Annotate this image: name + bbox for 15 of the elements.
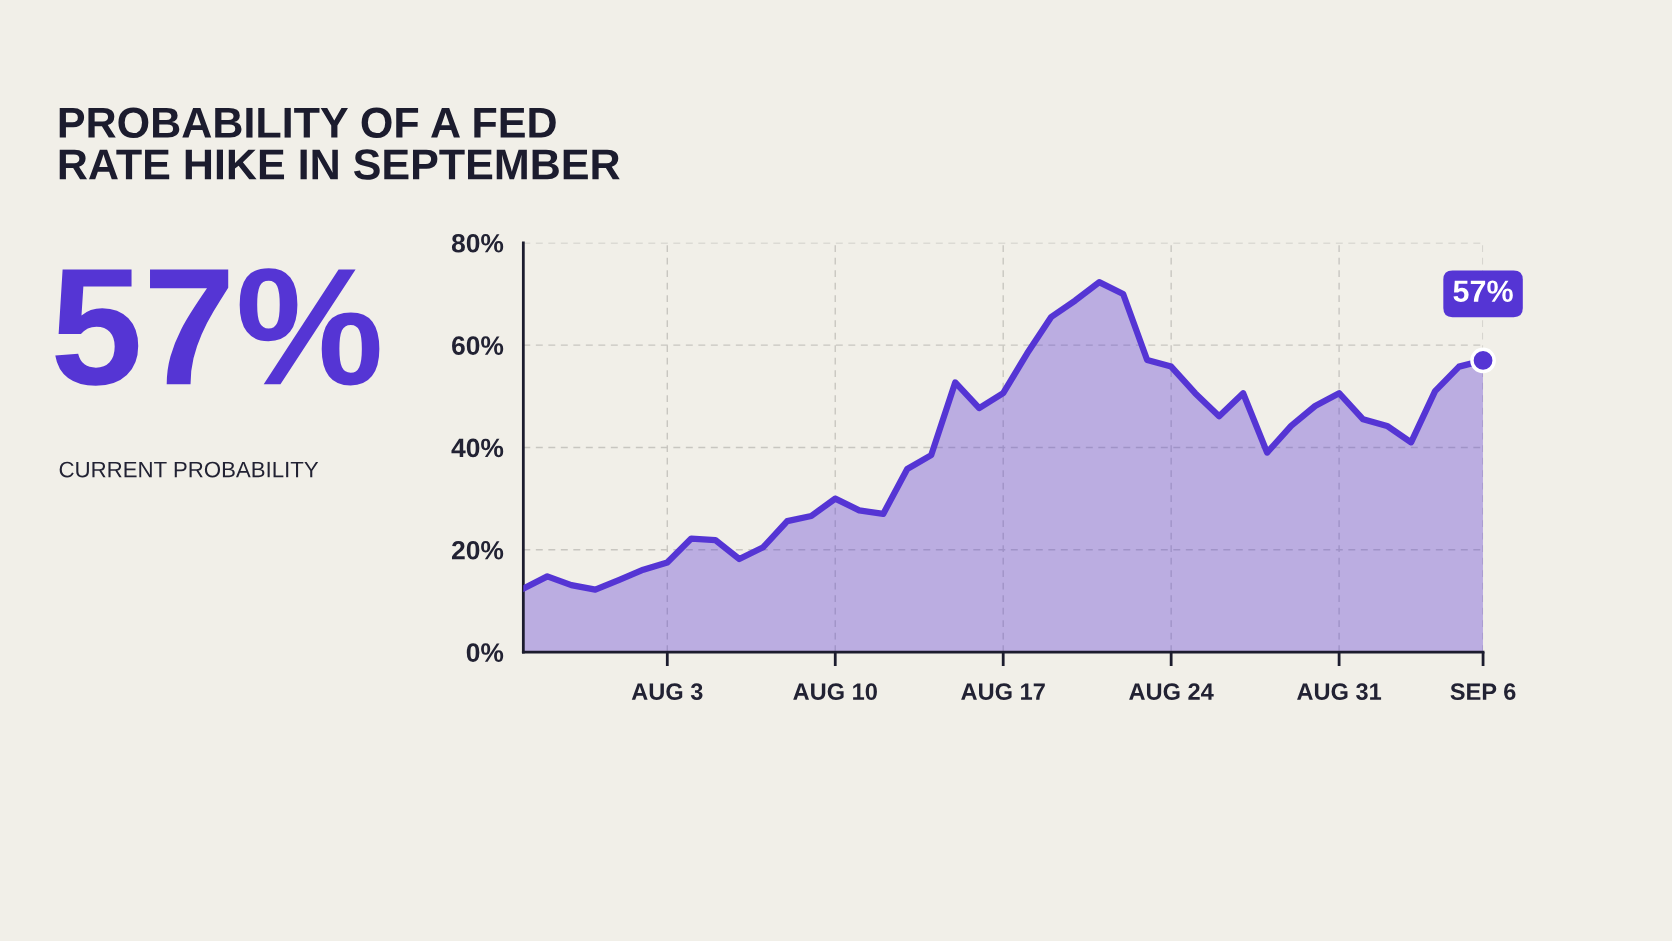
x-tick-label: AUG 10 (793, 683, 877, 701)
y-tick-label: 60% (452, 336, 504, 355)
text: CURRENT PROBABILITY (59, 461, 319, 478)
y-tick-label: 40% (451, 438, 504, 458)
x-tick-label: SEP 6 (1450, 683, 1516, 701)
x-tick-label: AUG 17 (961, 683, 1045, 701)
x-tick-label: AUG 3 (631, 683, 703, 701)
y-tick-label: 20% (451, 540, 504, 560)
y-tick-label: 0% (466, 643, 504, 662)
x-tick-label: AUG 31 (1297, 683, 1382, 701)
text: 57% (55, 268, 380, 386)
y-tick-label: 80% (451, 233, 504, 253)
x-tick-label: AUG 24 (1129, 683, 1214, 701)
chart-title: PROBABILITY OF A FED RATE HIKE IN SEPTEMBER (59, 107, 620, 180)
annotation: 57% (1453, 280, 1513, 302)
